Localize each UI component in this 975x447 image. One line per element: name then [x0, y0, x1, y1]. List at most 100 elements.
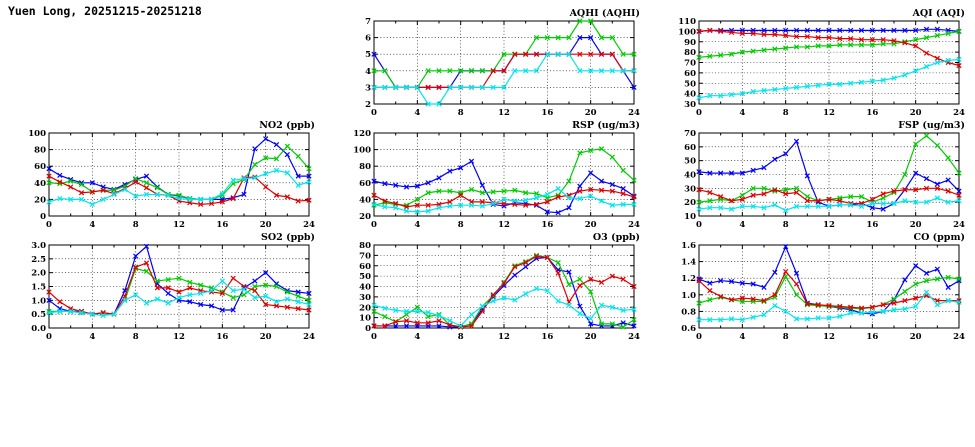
y-tick-label: 1.6 [681, 241, 696, 251]
y-tick-label: 0.8 [681, 307, 696, 317]
x-tick-label: 8 [783, 220, 789, 230]
y-tick-label: 80 [359, 162, 371, 172]
series-day2 [696, 28, 962, 60]
x-tick-label: 8 [458, 108, 464, 118]
chart-title-rsp: RSP (ug/m3) [572, 120, 640, 131]
plot-area-so2: 0.0 0.5 1.0 1.5 2.0 2.5 3.0 0 4 8 12 16 20 24 [15, 232, 315, 345]
series-day4 [46, 278, 312, 319]
x-tick-label: 20 [910, 108, 922, 118]
series-day4 [371, 285, 637, 329]
y-tick-label: 70 [684, 59, 696, 69]
x-tick-label: 20 [585, 108, 597, 118]
x-tick-label: 20 [260, 220, 272, 230]
y-tick-label: 80 [34, 146, 46, 156]
x-tick-label: 0 [371, 108, 377, 118]
y-tick-label: 50 [684, 79, 696, 89]
chart-title-fsp: FSP (ug/m3) [898, 120, 965, 131]
y-tick-label: 60 [684, 69, 696, 79]
y-tick-label: 1.0 [681, 291, 696, 301]
y-tick-label: 0.0 [31, 324, 46, 334]
chart-panel-o3: O3 (ppb) 0 10 20 30 40 50 60 70 80 0 4 8 12 16 20 24 [340, 232, 640, 345]
y-tick-label: 40 [359, 195, 371, 205]
x-tick-label: 4 [739, 220, 745, 230]
chart-title-so2: SO2 (ppb) [261, 232, 315, 243]
y-tick-label: 60 [684, 143, 696, 153]
x-tick-label: 4 [414, 332, 420, 342]
y-tick-label: 40 [34, 179, 46, 189]
y-tick-label: 7 [365, 17, 371, 27]
y-tick-label: 50 [359, 272, 371, 282]
y-tick-label: 20 [359, 303, 371, 313]
plot-area-rsp: 20 40 60 80 100 120 0 4 8 12 16 20 24 [340, 120, 640, 233]
y-tick-label: 60 [359, 262, 371, 272]
plot-area-o3: 0 10 20 30 40 50 60 70 80 0 4 8 12 16 20 24 [340, 232, 640, 345]
series-day4 [696, 195, 962, 214]
chart-title-aqhi: AQHI (AQHI) [569, 8, 640, 19]
plot-svg: 10 20 30 40 50 60 70 0 4 8 12 16 20 24 [684, 129, 965, 230]
y-tick-label: 3 [365, 83, 371, 93]
series-day1 [371, 158, 637, 216]
y-tick-label: 2 [365, 100, 371, 110]
plot-area-fsp: 10 20 30 40 50 60 70 0 4 8 12 16 20 24 [665, 120, 965, 233]
x-tick-label: 0 [696, 108, 702, 118]
x-tick-label: 24 [628, 108, 640, 118]
y-tick-label: 20 [34, 195, 46, 205]
chart-title-o3: O3 (ppb) [592, 232, 640, 243]
x-tick-label: 8 [458, 220, 464, 230]
x-tick-label: 24 [303, 332, 315, 342]
x-tick-label: 24 [953, 108, 965, 118]
x-tick-label: 0 [371, 220, 377, 230]
x-tick-label: 0 [696, 332, 702, 342]
x-tick-label: 12 [498, 332, 510, 342]
y-tick-label: 30 [684, 184, 696, 194]
y-tick-label: 70 [684, 129, 696, 139]
x-tick-label: 4 [414, 108, 420, 118]
y-tick-label: 100 [28, 129, 46, 139]
chart-panel-aqi: AQI (AQI) 30 40 50 60 70 80 90 100 110 0 4 8 12 16 20 2… [665, 8, 965, 121]
x-tick-label: 8 [783, 332, 789, 342]
x-tick-label: 0 [46, 332, 52, 342]
chart-panel-rsp: RSP (ug/m3) 20 40 60 80 100 120 0 4 8 12 16 20 24 [340, 120, 640, 233]
x-tick-label: 20 [910, 332, 922, 342]
x-tick-label: 16 [541, 332, 553, 342]
series-day4 [696, 289, 962, 323]
x-tick-label: 4 [739, 108, 745, 118]
y-tick-label: 20 [359, 212, 371, 222]
y-tick-label: 2.5 [31, 255, 46, 265]
x-tick-label: 8 [783, 108, 789, 118]
y-tick-label: 110 [678, 17, 696, 27]
chart-panel-so2: SO2 (ppb) 0.0 0.5 1.0 1.5 2.0 2.5 3.0 0 4 8 12 16 20… [15, 232, 315, 345]
x-tick-label: 8 [133, 220, 139, 230]
y-tick-label: 1.4 [681, 258, 696, 268]
y-tick-label: 3.0 [31, 241, 46, 251]
chart-title-no2: NO2 (ppb) [259, 120, 315, 131]
y-tick-label: 1.0 [31, 296, 46, 306]
series-day4 [46, 167, 312, 208]
y-tick-label: 100 [678, 27, 696, 37]
chart-title-aqi: AQI (AQI) [912, 8, 965, 19]
y-tick-label: 40 [359, 283, 371, 293]
x-tick-label: 12 [173, 332, 185, 342]
x-tick-label: 0 [696, 220, 702, 230]
x-tick-label: 16 [866, 108, 878, 118]
x-tick-label: 20 [585, 220, 597, 230]
x-tick-label: 12 [823, 108, 835, 118]
x-tick-label: 4 [739, 332, 745, 342]
plot-svg: 0 20 40 60 80 100 0 4 8 12 16 20 24 [28, 129, 315, 230]
x-tick-label: 24 [953, 220, 965, 230]
x-tick-label: 24 [628, 220, 640, 230]
y-tick-label: 90 [684, 38, 696, 48]
x-tick-label: 16 [541, 108, 553, 118]
y-tick-label: 30 [684, 100, 696, 110]
plot-svg: 2 3 4 5 6 7 0 4 8 12 16 20 24 [365, 17, 640, 118]
y-tick-label: 100 [353, 146, 371, 156]
plot-area-aqi: 30 40 50 60 70 80 90 100 110 0 4 8 12 16 20 24 [665, 8, 965, 121]
x-tick-label: 16 [216, 220, 228, 230]
plot-svg: 0.0 0.5 1.0 1.5 2.0 2.5 3.0 0 4 8 12 16 20 24 [31, 241, 315, 342]
y-tick-label: 120 [353, 129, 371, 139]
x-tick-label: 4 [89, 332, 95, 342]
page-title: Yuen Long, 20251215-20251218 [8, 4, 202, 18]
y-tick-label: 0 [365, 324, 371, 334]
